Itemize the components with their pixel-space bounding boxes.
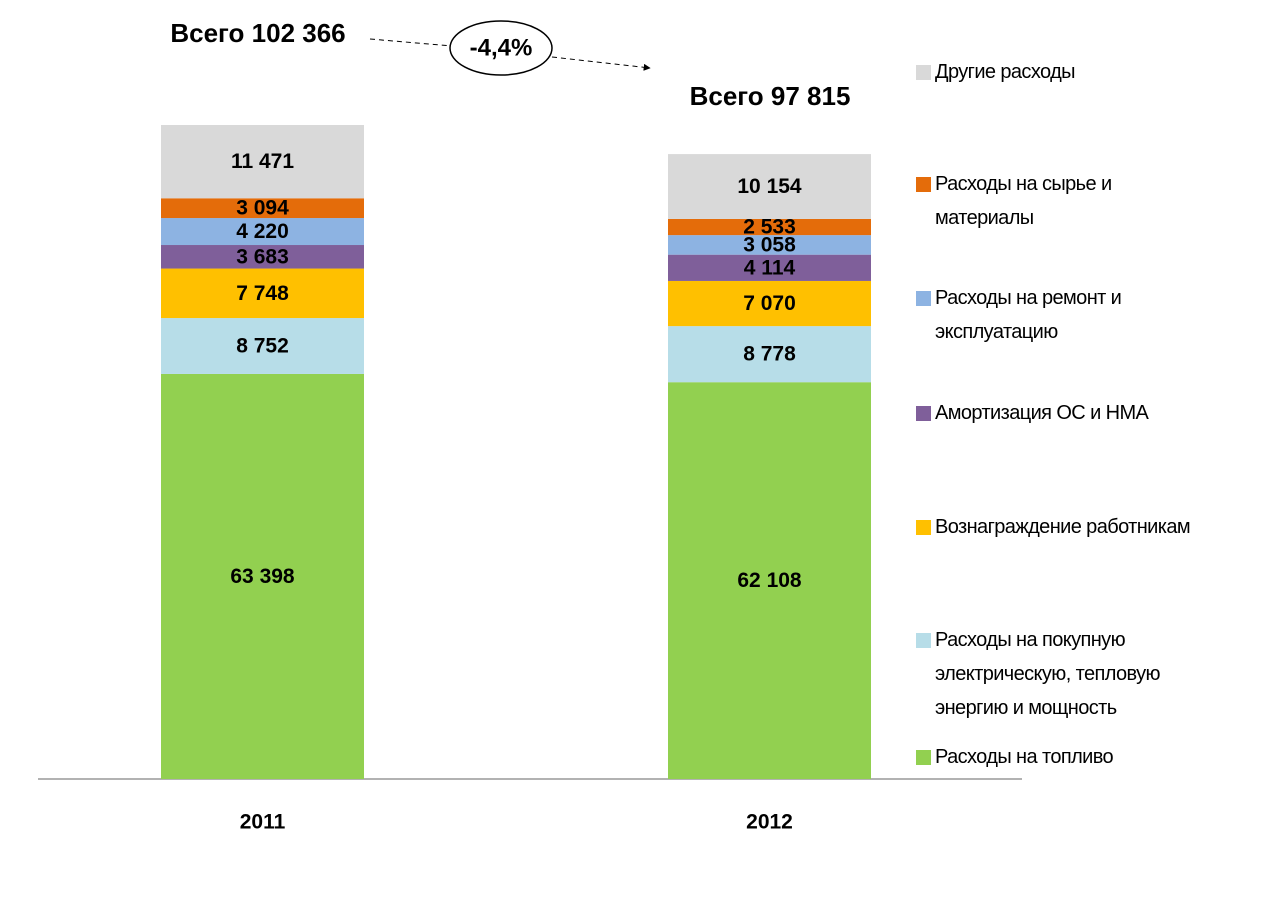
legend-swatch (916, 177, 931, 192)
bar-segment (668, 235, 871, 255)
value-label: 11 471 (231, 150, 294, 173)
legend-label: Амортизация ОС и НМА (935, 402, 1149, 424)
legend-label: Другие расходы (935, 61, 1076, 83)
bar-segment (161, 198, 364, 219)
legend-label: Расходы на сырье и материалы (935, 173, 1112, 229)
legend-item: Расходы на ремонт и эксплуатацию (916, 281, 1151, 349)
value-label: 4 114 (744, 256, 796, 279)
total-label: Всего 97 815 (690, 81, 851, 111)
value-label: 4 220 (236, 220, 289, 243)
legend-swatch (916, 65, 931, 80)
x-tick-label: 2011 (240, 811, 286, 834)
legend-swatch (916, 633, 931, 648)
value-label: 8 778 (743, 343, 796, 366)
change-ellipse (449, 20, 553, 76)
legend-item: Расходы на сырье и материалы (916, 167, 1151, 235)
bar-segment (161, 125, 364, 199)
legend-label: Расходы на покупную электрическую, тепло… (935, 629, 1161, 719)
bar-segment (668, 154, 871, 219)
legend-label: Расходы на топливо (935, 746, 1114, 768)
legend-swatch (916, 520, 931, 535)
legend-swatch (916, 406, 931, 421)
value-label: 63 398 (230, 565, 295, 588)
legend-item: Расходы на покупную электрическую, тепло… (916, 623, 1206, 725)
connector (369, 38, 453, 47)
legend-label: Вознаграждение работникам (935, 516, 1191, 538)
change-label: -4,4% (470, 34, 533, 61)
bar-segment (668, 382, 871, 779)
bar-segment (668, 218, 871, 236)
value-label: 3 058 (743, 233, 796, 256)
bar-segment (668, 326, 871, 383)
bar-segment (161, 373, 364, 779)
legend-label: Расходы на ремонт и эксплуатацию (935, 287, 1122, 343)
bar-segment (161, 318, 364, 374)
legend-item: Расходы на топливо (916, 740, 1256, 774)
value-label: 7 070 (743, 292, 796, 315)
bar-segment (161, 245, 364, 269)
bar-segment (161, 218, 364, 246)
legend-swatch (916, 291, 931, 306)
x-tick-label: 2012 (746, 811, 793, 834)
legend-item: Вознаграждение работникам (916, 510, 1261, 544)
value-label: 7 748 (236, 282, 289, 305)
legend-item: Другие расходы (916, 55, 1256, 89)
value-label: 3 094 (236, 197, 289, 220)
value-label: 10 154 (737, 175, 802, 198)
value-label: 62 108 (737, 569, 802, 592)
bar-segment (668, 254, 871, 281)
total-label: Всего 102 366 (170, 18, 345, 48)
value-label: 2 533 (743, 216, 796, 239)
bar-segment (668, 280, 871, 327)
connector (551, 56, 651, 71)
value-label: 3 683 (236, 245, 289, 268)
legend-item: Амортизация ОС и НМА (916, 396, 1256, 430)
legend-swatch (916, 750, 931, 765)
bar-segment (161, 268, 364, 319)
value-label: 8 752 (236, 335, 289, 358)
